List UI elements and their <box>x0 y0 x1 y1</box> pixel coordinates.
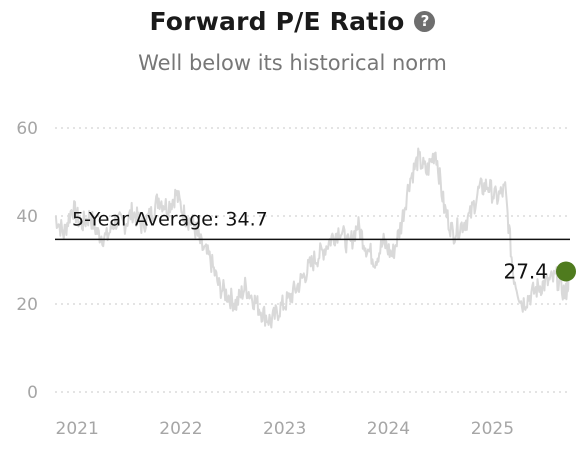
y-tick-label: 20 <box>16 295 38 315</box>
chart-title: Forward P/E Ratio <box>149 6 405 36</box>
x-tick-label: 2024 <box>367 419 410 439</box>
current-value-marker[interactable] <box>556 261 576 282</box>
x-axis-ticks: 2021 2022 2023 2024 2025 <box>56 419 515 439</box>
grid-lines <box>55 127 570 393</box>
x-tick-label: 2023 <box>263 419 306 439</box>
x-tick-label: 2025 <box>471 419 514 439</box>
average-label: 5-Year Average: 34.7 <box>72 208 268 230</box>
title-row: Forward P/E Ratio ? <box>0 3 585 39</box>
chart-header: Forward P/E Ratio ? Well below its histo… <box>0 0 585 76</box>
question-circle-icon[interactable]: ? <box>414 10 436 32</box>
x-tick-label: 2021 <box>56 419 99 439</box>
current-value-label: 27.4 <box>503 259 548 283</box>
pe-series-line <box>54 147 571 329</box>
y-tick-label: 40 <box>16 207 38 227</box>
y-tick-label: 0 <box>27 383 38 403</box>
x-tick-label: 2022 <box>159 419 202 439</box>
y-tick-label: 60 <box>16 119 38 139</box>
y-axis-ticks: 0 20 40 60 <box>16 119 38 403</box>
chart-subtitle: Well below its historical norm <box>138 51 447 75</box>
